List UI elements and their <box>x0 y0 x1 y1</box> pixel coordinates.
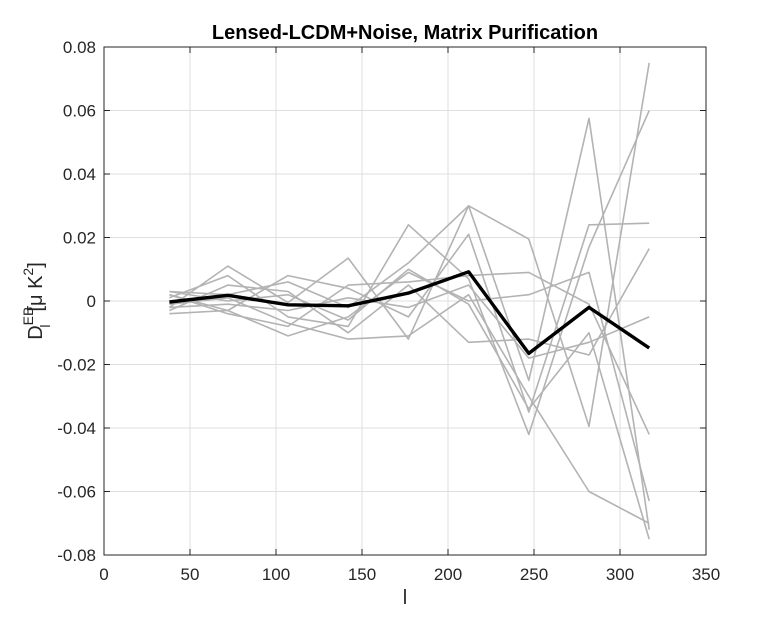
y-axis-label-unit-close: ] <box>25 262 47 268</box>
x-tick-label: 50 <box>181 565 200 584</box>
realization-line-6 <box>169 248 650 356</box>
svg-text:DEBl[μ K2]: DEBl [μ K2] <box>20 262 53 340</box>
axis-ticks <box>103 46 707 556</box>
x-tick-label: 100 <box>262 565 290 584</box>
y-tick-label: 0.08 <box>63 38 96 57</box>
realization-line-10 <box>169 284 650 359</box>
y-axis-label-unit-power: 2 <box>20 268 36 276</box>
realization-line-2 <box>168 117 650 530</box>
y-axis-label: DEBl [μ K2] <box>20 262 53 340</box>
x-tick-label: 200 <box>434 565 462 584</box>
y-tick-label: -0.08 <box>57 546 96 565</box>
realization-line-5 <box>169 271 650 502</box>
x-tick-label: 0 <box>99 565 108 584</box>
y-tick-label: -0.06 <box>57 483 96 502</box>
y-tick-label: 0.02 <box>63 229 96 248</box>
x-tick-label: 300 <box>606 565 634 584</box>
tick-labels: 0 50 100 150 200 250 300 350 -0.08 -0.06 -0.04 -0.0… <box>57 38 720 584</box>
x-tick-label: 250 <box>520 565 548 584</box>
realization-line-3 <box>169 110 650 436</box>
realization-line-1 <box>169 62 650 428</box>
y-tick-label: -0.04 <box>57 419 96 438</box>
x-tick-label: 150 <box>348 565 376 584</box>
y-axis-label-unit-open: [μ K <box>25 275 47 312</box>
y-tick-label: 0.06 <box>63 102 96 121</box>
y-axis-label-superscript: EB <box>20 307 36 326</box>
y-axis-label-main: D <box>25 325 47 339</box>
mean-line-group <box>169 270 651 356</box>
y-tick-label: 0 <box>87 292 96 311</box>
x-axis-label: l <box>403 587 407 609</box>
realization-line-7 <box>169 271 650 435</box>
y-tick-label: 0.04 <box>63 165 96 184</box>
y-tick-label: -0.02 <box>57 356 96 375</box>
chart-title: Lensed-LCDM+Noise, Matrix Purification <box>212 22 598 44</box>
mean-line <box>169 270 651 356</box>
y-axis-label-subscript: l <box>37 325 53 328</box>
x-tick-label: 350 <box>692 565 720 584</box>
